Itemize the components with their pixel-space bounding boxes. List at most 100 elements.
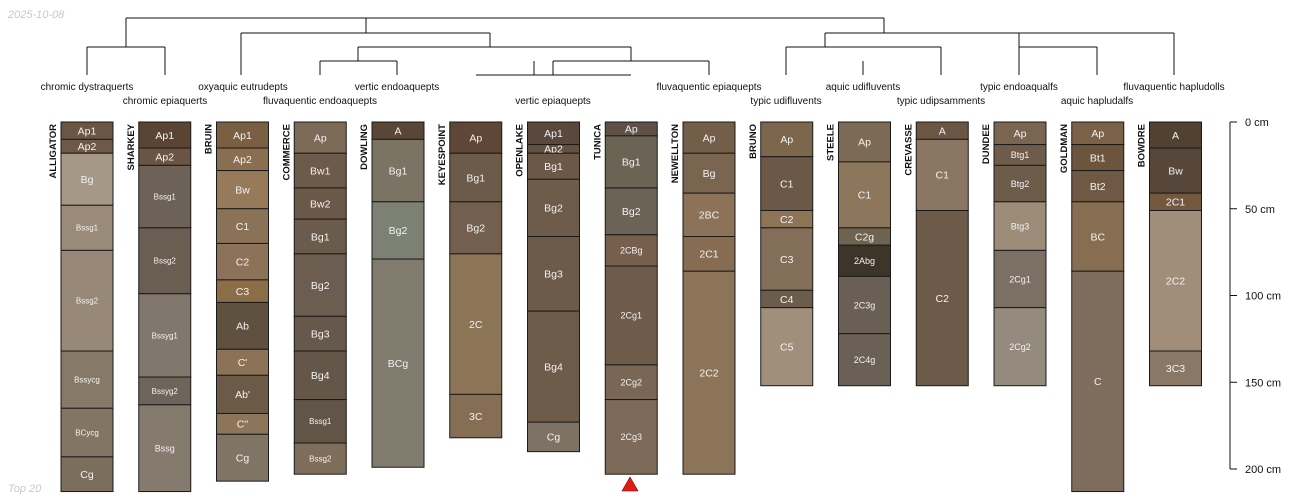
profile-tunica: Ap Bg1 Bg2 2CBg 2Cg1 2Cg2 2Cg3 TUNICA <box>592 121 658 475</box>
horizon-label: BC <box>1090 231 1105 243</box>
profile-dowling: A Bg1 Bg2 BCg DOWLING <box>359 121 425 468</box>
profile-label: CREVASSE <box>903 124 914 176</box>
horizon <box>371 201 425 260</box>
horizon-label: C5 <box>780 341 794 353</box>
taxon-label: typic udipsamments <box>897 96 985 107</box>
horizon-label: 2C2 <box>699 367 718 379</box>
horizon-label: Bt2 <box>1090 181 1106 193</box>
horizon-label: Bg1 <box>389 165 408 177</box>
profile-label: BOWDRE <box>1137 124 1148 167</box>
horizon-label: Ap <box>1091 128 1104 140</box>
horizon-label: Bssg2 <box>309 454 332 463</box>
horizon <box>604 399 658 475</box>
profile-bowdre: A Bw 2C1 2C2 3C3 BOWDRE <box>1137 121 1202 387</box>
horizon-label: Cg <box>236 453 250 465</box>
horizon-label: Ap <box>314 132 327 144</box>
horizon-label: C4 <box>780 294 794 306</box>
horizon-label: Bg2 <box>544 203 563 215</box>
profile-newellton: Ap Bg 2BC 2C1 2C2 NEWELLTON <box>670 121 736 475</box>
horizon <box>138 404 192 493</box>
taxon-label: fluvaquentic hapludolls <box>1123 82 1224 93</box>
horizon <box>216 348 269 376</box>
profile-label: OPENLAKE <box>515 124 526 177</box>
horizon-label: 2Cg3 <box>620 432 642 442</box>
horizon <box>138 121 192 149</box>
horizon <box>527 152 580 180</box>
profile-alligator: Ap1 Ap2 Bg Bssg1 Bssg2 Bssycg BCycg Cg ALLIGATOR <box>48 121 114 493</box>
profile-label: COMMERCE <box>281 124 292 180</box>
horizon-label: Bssyg1 <box>152 331 179 340</box>
horizon <box>293 399 347 444</box>
horizon-label: Bssg2 <box>76 297 99 306</box>
horizon <box>1071 201 1125 272</box>
horizon <box>993 164 1047 203</box>
horizon <box>138 293 192 378</box>
profile-bruno: Ap C1 C2 C3 C4 C5 BRUNO <box>748 121 814 387</box>
horizon-label: C'' <box>237 419 249 431</box>
horizon <box>216 208 269 244</box>
horizon-label: Ap2 <box>78 141 97 153</box>
horizon-label: Ap <box>780 134 793 146</box>
horizon <box>138 227 192 295</box>
horizon-label: Bg <box>81 174 94 186</box>
horizon-label: 2C1 <box>1166 197 1185 209</box>
horizon <box>449 253 503 395</box>
horizon <box>682 152 736 194</box>
horizon-label: Ap1 <box>544 128 563 140</box>
horizon <box>60 152 114 206</box>
horizon-label: 3C <box>469 411 483 423</box>
axis-tick-label: 0 cm <box>1245 117 1269 129</box>
depth-axis: 0 cm 50 cm 100 cm 150 cm 200 cm <box>1229 117 1281 476</box>
horizon-label: Bssycg <box>74 376 100 385</box>
profile-label: STEELE <box>826 124 837 161</box>
horizon-label: Ap2 <box>233 154 252 166</box>
profile-crevasse: A C1 C2 CREVASSE <box>903 121 969 387</box>
horizon-label: Btg1 <box>1011 150 1030 160</box>
horizon <box>216 433 269 482</box>
horizon <box>838 333 891 387</box>
profile-steele: Ap C1 C2g 2Abg 2C3g 2C4g STEELE <box>826 121 891 387</box>
horizon-label: Ab' <box>235 389 250 401</box>
horizon <box>449 152 503 203</box>
horizon-label: Bg4 <box>544 361 563 373</box>
horizon-label: Bssg1 <box>309 417 332 426</box>
taxon-label: fluvaquentic epiaquepts <box>656 82 761 93</box>
horizon-label: 2Cg2 <box>620 377 642 387</box>
horizon-label: C2 <box>780 214 794 226</box>
horizon-label: Bg1 <box>466 172 485 184</box>
taxon-label: typic udifluvents <box>750 96 821 107</box>
horizon-label: Bssg1 <box>76 224 99 233</box>
horizon <box>216 170 269 210</box>
horizon-label: A <box>939 125 946 137</box>
horizon-label: Bg <box>703 168 716 180</box>
taxon-label: oxyaquic eutrudepts <box>198 82 288 93</box>
horizon-label: Bw1 <box>310 165 331 177</box>
horizon-label: Cg <box>80 469 94 481</box>
horizon-label: Bg2 <box>311 280 330 292</box>
horizon-label: Ap <box>1014 128 1027 140</box>
horizon-label: Bg1 <box>311 231 330 243</box>
profile-keyespoint: Ap Bg1 Bg2 2C 3C KEYESPOINT <box>437 121 503 439</box>
dendrogram <box>86 17 1175 76</box>
horizon <box>60 407 114 458</box>
taxon-label: chromic dystraquerts <box>41 82 134 93</box>
taxon-label: vertic epiaquepts <box>515 96 591 107</box>
truncation-marker-icon <box>621 476 639 492</box>
profile-dundee: Ap Btg1 Btg2 Btg3 2Cg1 2Cg2 DUNDEE <box>981 121 1047 387</box>
horizon-label: Bg2 <box>389 225 408 237</box>
profile-label: DUNDEE <box>981 124 992 164</box>
axis-tick-label: 200 cm <box>1245 464 1281 476</box>
horizon <box>1149 209 1202 352</box>
horizon <box>915 138 969 211</box>
horizon-label: Bg2 <box>622 206 641 218</box>
horizon-label: 2CBg <box>620 246 643 256</box>
taxon-label: typic endoaqualfs <box>980 82 1058 93</box>
profile-label: BRUIN <box>204 124 215 154</box>
profile-sharkey: Ap1 Ap2 Bssg1 Bssg2 Bssyg1 Bssyg2 Bssg SHARKEY <box>126 121 192 493</box>
horizon <box>1149 350 1202 387</box>
horizon-label: A <box>1172 130 1179 142</box>
horizon <box>604 265 658 366</box>
horizon <box>60 249 114 352</box>
horizon-label: Ap <box>858 137 871 149</box>
